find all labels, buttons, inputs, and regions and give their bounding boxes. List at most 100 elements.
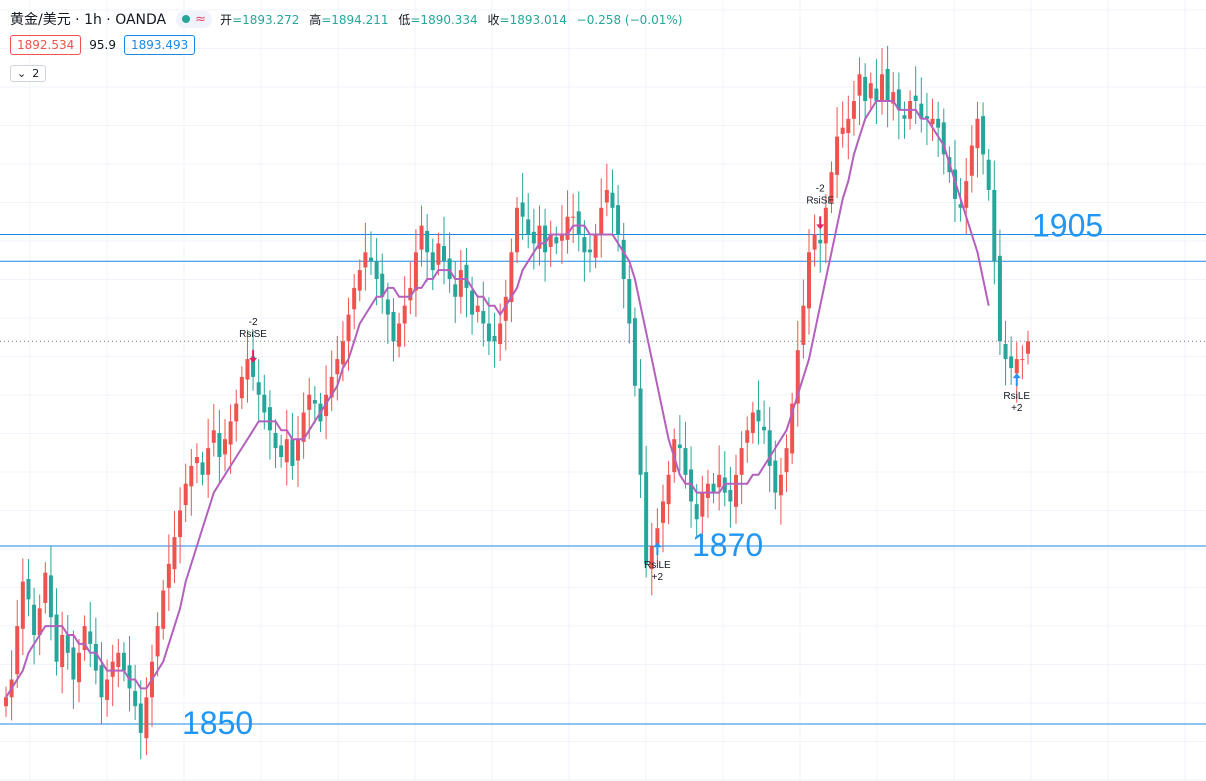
sell-price-button[interactable]: 1892.534 [10,35,82,55]
candle-body [868,83,873,99]
candle-body [762,426,767,431]
candle-body [234,403,239,422]
candle-body [470,290,475,315]
wave-icon: ≈ [195,11,207,27]
signal-qty: +2 [652,572,664,583]
candle-body [885,68,890,101]
candle-body [812,234,817,250]
level-label: 1850 [182,705,253,741]
candle-body [537,225,542,249]
candle-body [503,296,508,321]
candle-body [127,665,132,689]
candle-body [458,270,463,297]
candle-body [217,432,222,457]
candle-body [178,510,183,538]
candle-body [172,537,177,570]
candle-body [543,225,548,253]
low-value: =1890.334 [410,12,478,27]
candle-body [284,439,289,463]
candle-body [194,457,199,464]
candle-body [144,697,149,739]
candle-body [941,122,946,155]
candle-body [228,421,233,445]
candle-body [739,448,744,475]
candle-body [655,528,660,546]
candle-body [969,145,974,176]
candle-body [397,323,402,347]
signal-qty: -2 [249,317,258,328]
candle-body [711,483,716,493]
candle-body [65,635,70,653]
candle-body [795,350,800,404]
candle-body [919,103,924,119]
candle-body [964,181,969,208]
arrow-down-icon [816,216,825,230]
signal-label: RsiLE [1003,391,1030,402]
ohlc-readout: 开=1893.272 高=1894.211 低=1890.334 收=1893.… [220,11,688,28]
candle-body [1026,341,1030,354]
candle-body [385,299,390,315]
indicator-count: 2 [32,67,40,80]
symbol-title[interactable]: 黄金/美元 · 1h · OANDA [10,12,167,28]
arrow-up-icon [653,542,662,556]
candle-body [694,504,699,520]
candle-body [728,489,733,502]
candle-body [683,448,688,475]
candle-body [447,258,452,279]
candle-body [767,430,772,466]
arrow-up-icon [1012,373,1021,387]
candle-body [958,204,963,208]
candle-body [211,430,216,443]
candle-body [138,703,143,733]
candle-body [520,202,525,217]
candle-body [1014,359,1019,374]
candle-body [110,661,115,677]
candle-body [20,581,25,629]
candle-body [599,207,604,235]
candle-body [924,116,929,119]
market-status-badge[interactable]: ≈ [176,10,213,28]
open-value: =1893.272 [232,12,300,27]
candle-body [818,239,823,244]
open-label: 开 [220,12,233,27]
candle-body [329,376,334,398]
candle-body [644,472,649,564]
candle-body [851,101,856,119]
candle-body [307,394,312,410]
candle-body [621,239,626,279]
candle-body [413,252,418,291]
chevron-down-icon: ⌄ [17,67,27,80]
signal-qty: +2 [1011,403,1023,414]
candle-body [930,118,935,125]
chart-header: 黄金/美元 · 1h · OANDA ≈ 开=1893.272 高=1894.2… [10,9,688,29]
candle-body [363,252,368,268]
candle-body [610,192,615,208]
candle-body [498,323,503,344]
close-value: =1893.014 [499,12,567,27]
candle-body [99,665,104,698]
candle-body [807,252,811,309]
candle-body [116,652,121,668]
high-label: 高 [309,12,322,27]
close-label: 收 [487,12,500,27]
candle-body [77,652,81,683]
candle-body [936,118,941,128]
candle-body [784,448,789,473]
candle-body [464,264,469,288]
candle-body [582,237,587,253]
indicator-toggle-button[interactable]: ⌄ 2 [10,65,47,82]
candle-body [554,237,559,244]
candle-body [717,474,722,488]
buy-price-button[interactable]: 1893.493 [123,35,196,55]
candle-body [548,234,553,247]
candle-body [312,400,317,404]
candle-body [734,474,738,507]
candle-body [627,279,632,324]
candle-body [515,207,519,253]
candle-body [4,697,8,707]
candle-body [183,483,188,506]
candle-body [588,249,592,253]
candle-body [369,257,373,262]
candle-body [430,252,435,271]
